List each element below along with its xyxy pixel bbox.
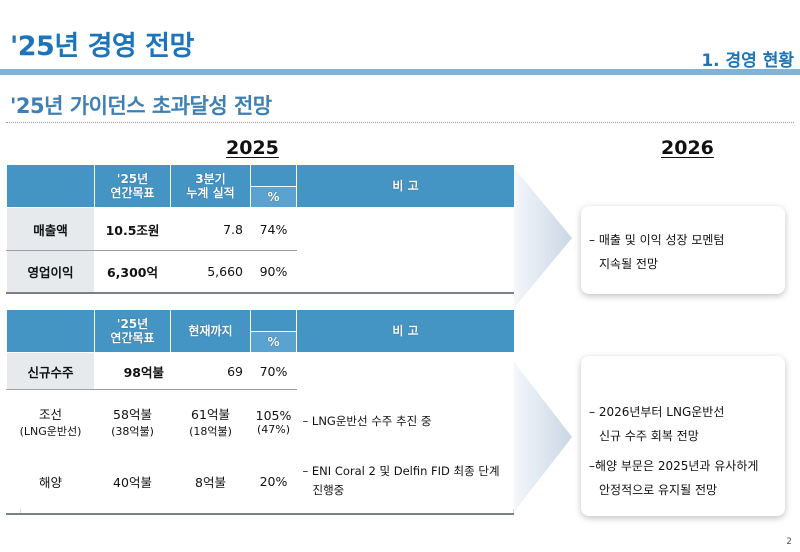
header-notes: 비 고 <box>296 309 515 353</box>
row-label: 영업이익 <box>6 250 95 293</box>
title-divider <box>0 69 800 75</box>
outlook-line: 신규 수주 회복 전망 <box>599 429 699 443</box>
page-title: '25년 경영 전망 <box>10 31 194 62</box>
header-actual: 현재까지 <box>170 309 251 353</box>
outlook-line: –해양 부문은 2025년과 유사하게 <box>589 459 759 473</box>
outlook-line: 안정적으로 유지될 전망 <box>599 483 718 497</box>
row-label: 신규수주 <box>6 352 95 390</box>
notes-cell <box>296 352 515 390</box>
order-guidance-table: '25년 연간목표 현재까지 비 고 % 신규수주 98억불 69 70% 조선… <box>6 309 515 509</box>
row-target: 98억불 <box>94 352 171 390</box>
row-pct: 90% <box>250 250 297 293</box>
row-actual: 7.8 <box>170 207 251 251</box>
page-number: 2 <box>786 537 792 547</box>
year-heading-current: 2025 <box>226 137 279 159</box>
slide-subtitle: '25년 가이던스 초과달성 전망 <box>10 94 272 118</box>
row-actual: 5,660 <box>170 250 251 293</box>
header-corner <box>6 164 95 208</box>
row-pct: 20% <box>250 453 297 509</box>
row-actual: 61억불 (18억불) <box>170 389 251 454</box>
outlook-panel-orders: – 2026년부터 LNG운반선 신규 수주 회복 전망 –해양 부문은 202… <box>581 356 785 516</box>
row-actual: 8억불 <box>170 453 251 509</box>
chevron-arrow-icon <box>514 168 572 308</box>
table2-bottom-rule <box>6 513 514 515</box>
row-note: – ENI Coral 2 및 Delfin FID 최종 단계 진행중 <box>296 453 515 509</box>
header-target: '25년 연간목표 <box>94 309 171 353</box>
row-label: 조선 (LNG운반선) <box>6 389 95 454</box>
row-label: 해양 <box>6 453 95 509</box>
header-pct-top <box>250 164 297 187</box>
row-pct: 105% (47%) <box>250 389 297 454</box>
table1-bottom-rule <box>6 292 514 294</box>
header-pct-top <box>250 309 297 332</box>
chevron-arrow-icon <box>514 362 572 512</box>
outlook-line: – 2026년부터 LNG운반선 <box>589 405 725 419</box>
dotted-divider <box>6 122 794 123</box>
row-target: 40억불 <box>94 453 171 509</box>
year-heading-next: 2026 <box>661 137 714 159</box>
financial-guidance-table: '25년 연간목표 3분기 누계 실적 비 고 % 매출액 10.5조원 7.8… <box>6 164 515 293</box>
table-row: 영업이익 6,300억 5,660 90% <box>6 250 515 293</box>
table-row: 매출액 10.5조원 7.8 74% <box>6 207 515 293</box>
outlook-line: – 매출 및 이익 성장 모멘텀 <box>589 233 725 247</box>
header-notes: 비 고 <box>296 164 515 208</box>
header-target: '25년 연간목표 <box>94 164 171 208</box>
section-label: 1. 경영 현황 <box>701 51 794 71</box>
outlook-panel-financial: – 매출 및 이익 성장 모멘텀 지속될 전망 <box>581 206 785 294</box>
row-note: – LNG운반선 수주 추진 중 <box>296 389 515 454</box>
row-target: 10.5조원 <box>94 207 171 251</box>
header-corner <box>6 309 95 353</box>
header-pct: % <box>250 331 297 353</box>
row-target: 58억불 (38억불) <box>94 389 171 454</box>
row-target: 6,300억 <box>94 250 171 293</box>
outlook-line: 지속될 전망 <box>599 257 659 271</box>
header-pct: % <box>250 186 297 208</box>
table-row: 해양 40억불 8억불 20% – ENI Coral 2 및 Delfin F… <box>6 453 515 509</box>
header-actual: 3분기 누계 실적 <box>170 164 251 208</box>
row-actual: 69 <box>170 352 251 390</box>
row-label: 매출액 <box>6 207 95 251</box>
table-row: 신규수주 98억불 69 70% <box>6 352 515 390</box>
table-row: 조선 (LNG운반선) 58억불 (38억불) 61억불 (18억불) 105%… <box>6 389 515 454</box>
notes-cell <box>296 207 515 293</box>
row-pct: 70% <box>250 352 297 390</box>
row-pct: 74% <box>250 207 297 251</box>
